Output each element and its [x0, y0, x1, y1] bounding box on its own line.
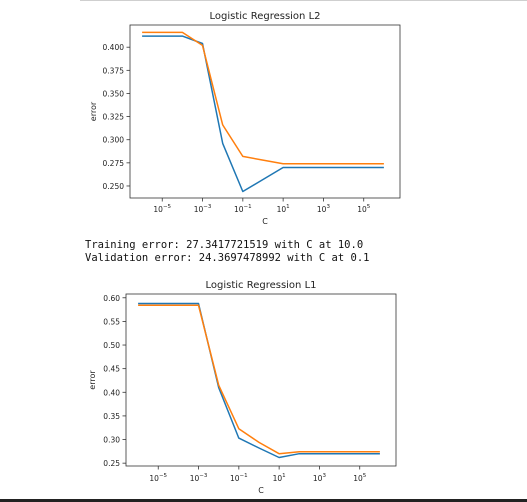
l2-chart-title: Logistic Regression L2	[209, 11, 320, 22]
l2-validation-error-line	[142, 32, 384, 163]
l1-plot-frame	[126, 294, 396, 466]
l1-x-tick-label: 101	[273, 473, 286, 483]
l2-y-axis-label: error	[89, 101, 98, 121]
l1-y-tick-label: 0.60	[103, 294, 120, 303]
l1-y-tick-label: 0.55	[103, 317, 120, 326]
l2-x-axis-label: C	[262, 217, 268, 226]
l1-y-tick-label: 0.25	[103, 459, 120, 468]
training-error-line: Training error: 27.3417721519 with C at …	[85, 239, 369, 252]
l2-x-tick-label: 10−5	[153, 204, 171, 214]
l1-y-tick-label: 0.35	[103, 412, 120, 421]
l1-x-tick-label: 10−3	[190, 473, 208, 483]
l2-x-tick-label: 10−1	[234, 204, 252, 214]
l1-x-tick-label: 10−1	[230, 473, 248, 483]
l1-x-tick-label: 10−5	[149, 473, 167, 483]
l2-y-tick-label: 0.350	[103, 89, 125, 98]
l2-y-tick-label: 0.325	[103, 113, 125, 122]
l2-y-tick-label: 0.300	[103, 136, 125, 145]
l1-chart-title: Logistic Regression L1	[205, 280, 316, 291]
l2-y-tick-label: 0.250	[103, 182, 125, 191]
l2-training-error-line	[142, 36, 384, 191]
l1-y-tick-label: 0.30	[103, 436, 120, 445]
l1-x-tick-label: 105	[353, 473, 367, 483]
l1-x-tick-label: 103	[313, 473, 327, 483]
l2-y-tick-label: 0.400	[103, 43, 125, 52]
validation-error-line: Validation error: 24.3697478992 with C a…	[85, 252, 369, 265]
l2-x-tick-label: 10−3	[194, 204, 212, 214]
l1-training-error-line	[138, 304, 380, 458]
l1-validation-error-line	[138, 305, 380, 453]
l2-x-tick-label: 101	[277, 204, 290, 214]
l1-x-axis-label: C	[258, 486, 264, 495]
l1-y-tick-label: 0.50	[103, 341, 120, 350]
l1-error-chart: Logistic Regression L1 0.25 0.30 0.35 0.40 0.…	[0, 276, 527, 498]
l2-plot-frame	[130, 25, 400, 198]
l1-y-tick-label: 0.45	[103, 365, 120, 374]
l2-y-tick-label: 0.275	[103, 159, 125, 168]
l2-x-tick-label: 105	[357, 204, 371, 214]
l2-y-tick-label: 0.375	[103, 66, 125, 75]
l2-x-tick-label: 103	[317, 204, 331, 214]
l2-error-chart: Logistic Regression L2 0.250 0.275 0.300 0.3…	[0, 0, 527, 235]
l1-y-axis-label: error	[88, 370, 97, 390]
l1-y-tick-label: 0.40	[103, 388, 120, 397]
stdout-text: Training error: 27.3417721519 with C at …	[85, 239, 369, 265]
